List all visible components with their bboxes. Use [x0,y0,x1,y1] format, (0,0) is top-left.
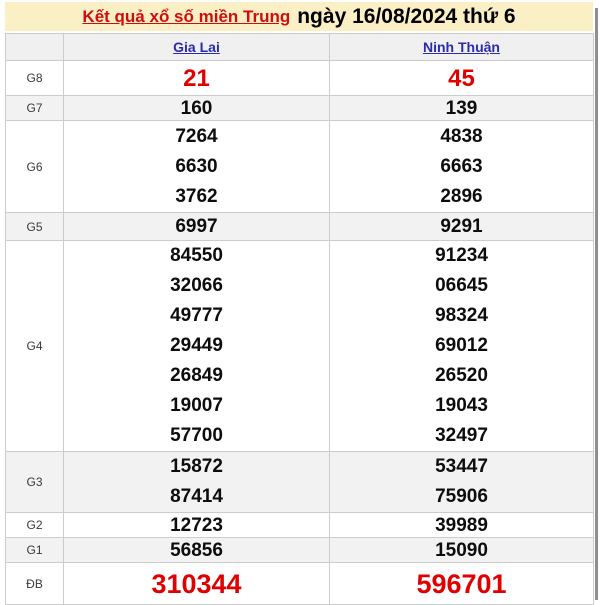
prize-label-g6: G6 [5,120,64,213]
prize-column-header [5,33,64,61]
prize-label-g4: G4 [5,240,64,452]
draw-date-text: ngày 16/08/2024 thứ 6 [297,4,516,28]
table-row-db: ĐB 310344 596701 [5,562,594,605]
prize-label-g5: G5 [5,212,64,241]
prize-number: 6630 [175,155,218,177]
prize-number: 2896 [440,185,483,207]
prize-number: 596701 [416,568,507,599]
ninh-thuan-cell-g8: 45 [329,60,594,96]
gia-lai-cell-g4: 84550 32066 49777 29449 26849 19007 57700 [63,240,330,452]
ninh-thuan-cell-db: 596701 [329,562,594,605]
gia-lai-cell-g5: 6997 [63,212,330,241]
table-row-g1: G1 56856 15090 [5,537,594,563]
table-row-g8: G8 21 45 [5,60,594,96]
vertical-scrollbar[interactable] [595,8,598,600]
prize-number: 26849 [170,365,223,386]
prize-number: 87414 [170,486,223,507]
ninh-thuan-cell-g4: 91234 06645 98324 69012 26520 19043 32497 [329,240,594,452]
table-row-g5: G5 6997 9291 [5,212,594,241]
prize-number: 45 [448,64,475,92]
gia-lai-cell-g7: 160 [63,95,330,121]
prize-number: 06645 [435,275,488,296]
prize-number: 6997 [175,215,218,237]
ninh-thuan-cell-g6: 4838 6663 2896 [329,120,594,213]
prize-number: 12723 [170,514,223,536]
prize-number: 9291 [440,215,483,237]
prize-number: 98324 [435,305,488,326]
table-row-g6: G6 7264 6630 3762 4838 6663 2896 [5,120,594,213]
province-link-ninh-thuan[interactable]: Ninh Thuận [423,39,500,55]
prize-number: 7264 [175,125,218,147]
column-header-ninh-thuan: Ninh Thuận [329,33,594,61]
gia-lai-cell-g1: 56856 [63,537,330,563]
table-header-row: Gia Lai Ninh Thuận [5,33,594,61]
results-page: Kết quả xổ số miền Trung ngày 16/08/2024… [5,2,594,605]
prize-number: 49777 [170,305,223,326]
prize-label-g3: G3 [5,451,64,513]
prize-number: 91234 [435,245,488,266]
prize-number: 57700 [170,425,223,446]
gia-lai-cell-g8: 21 [63,60,330,96]
prize-number: 4838 [440,125,483,147]
prize-number: 6663 [440,155,483,177]
prize-number: 19007 [170,395,223,416]
prize-number: 69012 [435,335,488,356]
prize-label-g8: G8 [5,60,64,96]
ninh-thuan-cell-g1: 15090 [329,537,594,563]
ninh-thuan-cell-g5: 9291 [329,212,594,241]
province-link-gia-lai[interactable]: Gia Lai [173,39,220,55]
table-row-g7: G7 160 139 [5,95,594,121]
gia-lai-cell-db: 310344 [63,562,330,605]
prize-number: 15872 [170,456,223,477]
prize-number: 53447 [435,456,488,477]
prize-label-g7: G7 [5,95,64,121]
column-header-gia-lai: Gia Lai [63,33,330,61]
prize-number: 19043 [435,395,488,416]
prize-label-db: ĐB [5,562,64,605]
prize-number: 160 [180,97,213,119]
prize-number: 26520 [435,365,488,386]
gia-lai-cell-g6: 7264 6630 3762 [63,120,330,213]
table-row-g4: G4 84550 32066 49777 29449 26849 19007 57700 912… [5,240,594,452]
prize-number: 32066 [170,275,223,296]
prize-number: 56856 [170,539,223,561]
region-title-link[interactable]: Kết quả xổ số miền Trung [82,6,291,26]
prize-number: 32497 [435,425,488,446]
prize-label-g2: G2 [5,512,64,538]
gia-lai-cell-g3: 15872 87414 [63,451,330,513]
prize-number: 3762 [175,185,218,207]
gia-lai-cell-g2: 12723 [63,512,330,538]
prize-number: 75906 [435,486,488,507]
title-banner: Kết quả xổ số miền Trung ngày 16/08/2024… [5,2,593,31]
lottery-results-table: Gia Lai Ninh Thuận G8 21 45 G7 160 139 G6 7264 6… [5,33,594,605]
prize-number: 15090 [435,539,488,561]
prize-label-g1: G1 [5,537,64,563]
ninh-thuan-cell-g7: 139 [329,95,594,121]
ninh-thuan-cell-g2: 39989 [329,512,594,538]
table-row-g3: G3 15872 87414 53447 75906 [5,451,594,513]
prize-number: 29449 [170,335,223,356]
table-row-g2: G2 12723 39989 [5,512,594,538]
prize-number: 84550 [170,245,223,266]
ninh-thuan-cell-g3: 53447 75906 [329,451,594,513]
prize-number: 139 [445,97,478,119]
prize-number: 39989 [435,514,488,536]
prize-number: 310344 [151,568,242,599]
prize-number: 21 [183,64,210,92]
